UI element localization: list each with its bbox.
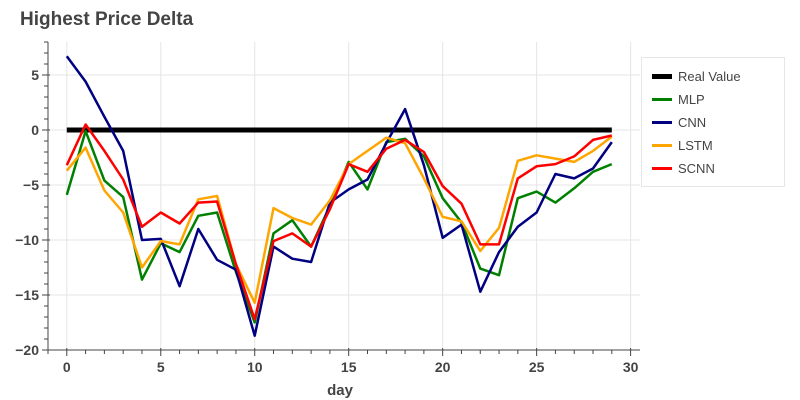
legend-swatch [652, 73, 672, 79]
series-line-scnn [65, 123, 613, 321]
series-line-cnn [65, 55, 613, 337]
x-tick-label: 10 [247, 359, 263, 375]
legend-label: CNN [678, 114, 707, 130]
legend-label: MLP [678, 91, 705, 107]
x-tick-label: 15 [341, 359, 357, 375]
legend-item-scnn: SCNN [652, 158, 715, 178]
legend-item-mlp: MLP [652, 89, 705, 109]
legend-item-lstm: LSTM [652, 135, 713, 155]
x-tick-label: 25 [529, 359, 545, 375]
legend-item-real-value: Real Value [652, 66, 741, 86]
y-tick-label: 5 [31, 67, 39, 83]
series-lines [65, 55, 613, 337]
y-tick-label: −5 [23, 177, 39, 193]
series-line-mlp [65, 129, 613, 324]
legend-label: LSTM [678, 137, 713, 153]
legend-swatch [652, 166, 672, 170]
legend-label: SCNN [678, 160, 715, 176]
x-tick-label: 5 [157, 359, 165, 375]
legend-swatch [652, 97, 672, 101]
y-tick-label: 0 [31, 122, 39, 138]
series-line-lstm [65, 135, 613, 304]
x-tick-label: 0 [63, 359, 71, 375]
x-tick-label: 20 [435, 359, 451, 375]
y-tick-label: −10 [15, 232, 39, 248]
legend-swatch [652, 120, 672, 124]
y-tick-label: −20 [15, 342, 39, 358]
y-tick-label: −15 [15, 287, 39, 303]
legend-swatch [652, 143, 672, 147]
legend: Real Value MLP CNN LSTM SCNN [641, 57, 785, 187]
legend-label: Real Value [678, 68, 741, 84]
legend-item-cnn: CNN [652, 112, 706, 132]
grid [48, 42, 640, 351]
x-tick-label: 30 [623, 359, 639, 375]
x-axis-label: day [327, 382, 354, 399]
chart-title: Highest Price Delta [20, 9, 194, 30]
axes: 0 5 10 15 20 25 30 5 0 −5 −10 −15 −20 [15, 41, 640, 375]
